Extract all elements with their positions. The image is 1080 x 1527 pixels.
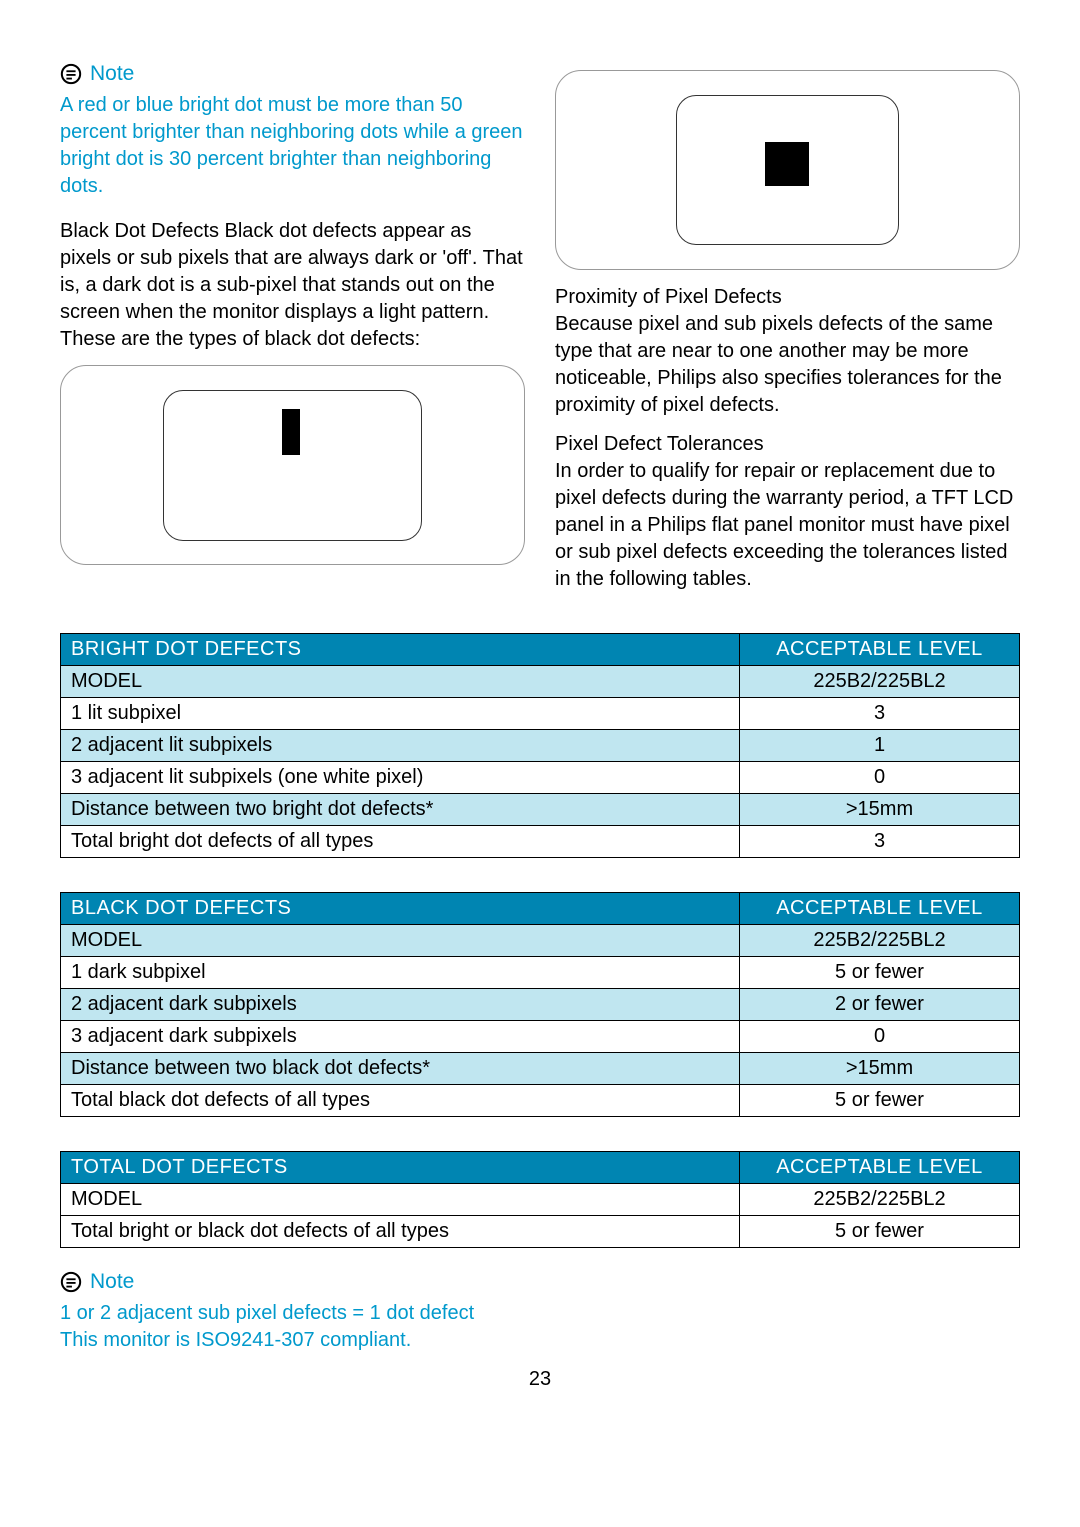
proximity-text: Because pixel and sub pixels defects of …: [555, 313, 1002, 416]
cell: 1 lit subpixel: [61, 698, 740, 730]
cell: MODEL: [61, 666, 740, 698]
left-column: Note A red or blue bright dot must be mo…: [60, 60, 525, 605]
diagram-inner-2: [676, 95, 898, 245]
table-row: Total bright or black dot defects of all…: [61, 1216, 1020, 1248]
proximity-block: Proximity of Pixel Defects Because pixel…: [555, 284, 1020, 419]
dark-pixel-icon: [765, 142, 809, 186]
table2-header-right: ACCEPTABLE LEVEL: [740, 893, 1020, 925]
note-label-2: Note: [90, 1268, 134, 1296]
table-row: Distance between two bright dot defects*…: [61, 794, 1020, 826]
cell: Distance between two black dot defects*: [61, 1053, 740, 1085]
table1-header-left: BRIGHT DOT DEFECTS: [61, 634, 740, 666]
table-header-row: BLACK DOT DEFECTS ACCEPTABLE LEVEL: [61, 893, 1020, 925]
two-column-region: Note A red or blue bright dot must be mo…: [60, 60, 1020, 605]
table1-header-right: ACCEPTABLE LEVEL: [740, 634, 1020, 666]
note-icon: [60, 1271, 82, 1293]
cell: 3 adjacent lit subpixels (one white pixe…: [61, 762, 740, 794]
note-2-line-2: This monitor is ISO9241-307 compliant.: [60, 1327, 1020, 1354]
diagram-one-dark-subpixel: [60, 365, 525, 565]
cell: 0: [740, 762, 1020, 794]
note-icon: [60, 63, 82, 85]
cell: 225B2/225BL2: [740, 666, 1020, 698]
diagram-inner: [163, 390, 422, 540]
right-column: Proximity of Pixel Defects Because pixel…: [555, 60, 1020, 605]
total-dot-defects-table: TOTAL DOT DEFECTS ACCEPTABLE LEVEL MODEL…: [60, 1151, 1020, 1248]
table-row: Distance between two black dot defects*>…: [61, 1053, 1020, 1085]
note-header-2: Note: [60, 1268, 1020, 1296]
note-label-1: Note: [90, 60, 134, 88]
note-2-line-1: 1 or 2 adjacent sub pixel defects = 1 do…: [60, 1300, 1020, 1327]
cell: 2 adjacent lit subpixels: [61, 730, 740, 762]
cell: 2 or fewer: [740, 989, 1020, 1021]
table-row: 3 adjacent lit subpixels (one white pixe…: [61, 762, 1020, 794]
table-row: 1 lit subpixel3: [61, 698, 1020, 730]
page-number: 23: [60, 1366, 1020, 1393]
dark-subpixel-icon: [282, 409, 300, 455]
cell: 225B2/225BL2: [740, 1184, 1020, 1216]
tolerances-text: In order to qualify for repair or replac…: [555, 460, 1013, 590]
cell: >15mm: [740, 794, 1020, 826]
bright-dot-defects-table: BRIGHT DOT DEFECTS ACCEPTABLE LEVEL MODE…: [60, 633, 1020, 858]
table-row: MODEL225B2/225BL2: [61, 1184, 1020, 1216]
cell: Total black dot defects of all types: [61, 1085, 740, 1117]
cell: >15mm: [740, 1053, 1020, 1085]
cell: Distance between two bright dot defects*: [61, 794, 740, 826]
cell: 2 adjacent dark subpixels: [61, 989, 740, 1021]
black-dot-defects-table: BLACK DOT DEFECTS ACCEPTABLE LEVEL MODEL…: [60, 892, 1020, 1117]
note-header-1: Note: [60, 60, 525, 88]
cell: 3: [740, 698, 1020, 730]
table-row: 1 dark subpixel5 or fewer: [61, 957, 1020, 989]
cell: 0: [740, 1021, 1020, 1053]
table3-header-right: ACCEPTABLE LEVEL: [740, 1152, 1020, 1184]
table2-header-left: BLACK DOT DEFECTS: [61, 893, 740, 925]
table-header-row: TOTAL DOT DEFECTS ACCEPTABLE LEVEL: [61, 1152, 1020, 1184]
cell: 1: [740, 730, 1020, 762]
tolerances-heading: Pixel Defect Tolerances: [555, 433, 764, 455]
table-row: 2 adjacent dark subpixels2 or fewer: [61, 989, 1020, 1021]
cell: Total bright or black dot defects of all…: [61, 1216, 740, 1248]
table-header-row: BRIGHT DOT DEFECTS ACCEPTABLE LEVEL: [61, 634, 1020, 666]
table-row: MODEL225B2/225BL2: [61, 666, 1020, 698]
proximity-heading: Proximity of Pixel Defects: [555, 286, 782, 308]
table-row: MODEL225B2/225BL2: [61, 925, 1020, 957]
table-row: 3 adjacent dark subpixels0: [61, 1021, 1020, 1053]
cell: 5 or fewer: [740, 1085, 1020, 1117]
cell: 5 or fewer: [740, 957, 1020, 989]
cell: 5 or fewer: [740, 1216, 1020, 1248]
cell: Total bright dot defects of all types: [61, 826, 740, 858]
diagram-dark-pixel: [555, 70, 1020, 270]
table-row: Total bright dot defects of all types3: [61, 826, 1020, 858]
table-row: Total black dot defects of all types5 or…: [61, 1085, 1020, 1117]
tolerances-block: Pixel Defect Tolerances In order to qual…: [555, 431, 1020, 593]
table3-header-left: TOTAL DOT DEFECTS: [61, 1152, 740, 1184]
note-1-text: A red or blue bright dot must be more th…: [60, 92, 525, 200]
cell: MODEL: [61, 925, 740, 957]
cell: 3: [740, 826, 1020, 858]
cell: 225B2/225BL2: [740, 925, 1020, 957]
table-row: 2 adjacent lit subpixels1: [61, 730, 1020, 762]
cell: MODEL: [61, 1184, 740, 1216]
black-dot-paragraph: Black Dot Defects Black dot defects appe…: [60, 218, 525, 353]
cell: 1 dark subpixel: [61, 957, 740, 989]
cell: 3 adjacent dark subpixels: [61, 1021, 740, 1053]
